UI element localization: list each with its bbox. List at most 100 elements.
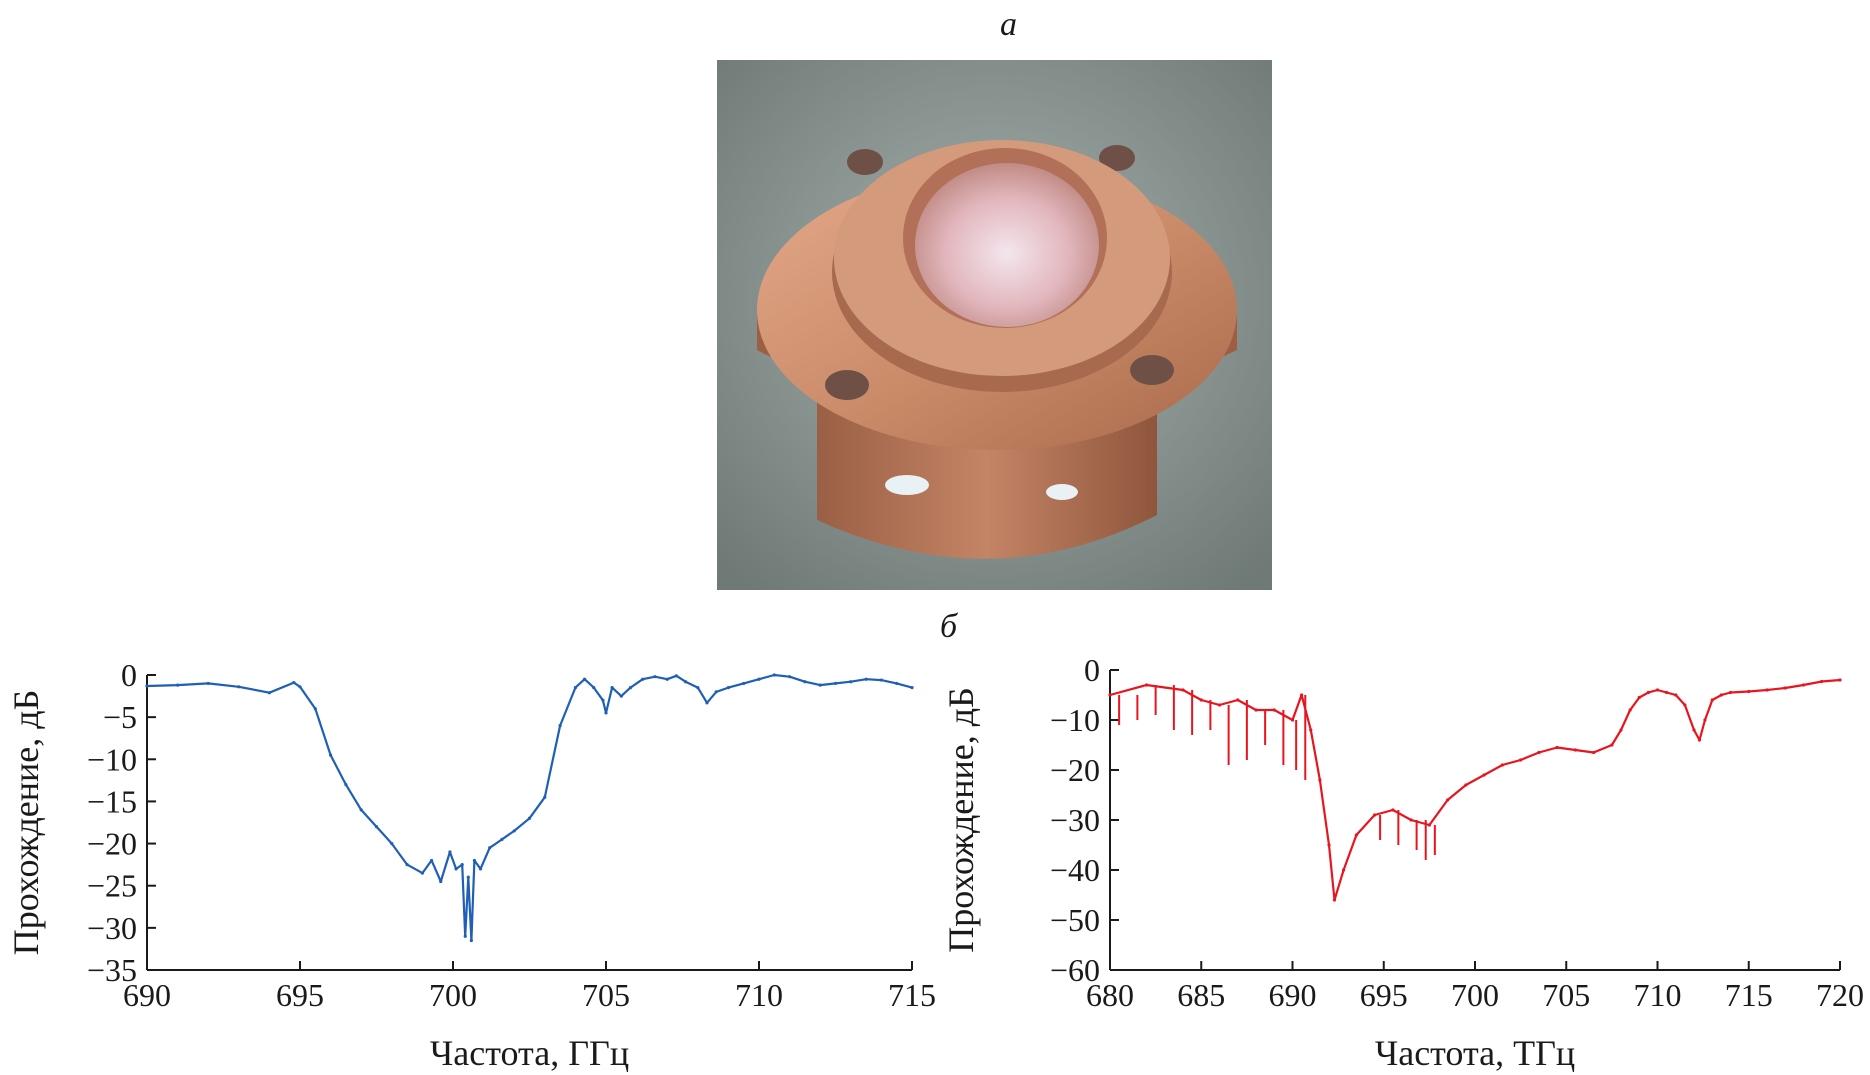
chart0-y-tick-label-3: −15 [87,783,137,819]
chart0-y-tick-label-6: −30 [87,910,137,946]
chart1-point-0-9 [1300,693,1304,697]
chart1-x-tick-label-3: 695 [1360,977,1408,1013]
chart0-point-0-57 [879,678,884,682]
chart0-point-0-19 [460,863,464,867]
chart0-point-0-30 [558,723,562,728]
chart0-point-0-54 [833,681,838,686]
chart1-point-0-47 [1801,683,1806,687]
chart0-point-0-20 [463,934,467,938]
bolt-hole-top-right [1099,145,1135,171]
chart1-y-tick-label-2: −20 [1050,752,1100,788]
lower-port-right [1046,484,1078,500]
chart1-x-tick-label-2: 690 [1269,977,1317,1013]
chart1-x-tick-label-4: 700 [1451,977,1499,1013]
chart0-point-0-6 [298,685,302,689]
chart1-point-0-3 [1199,698,1203,702]
chart1-point-0-31 [1628,708,1632,712]
chart1-point-0-36 [1674,693,1678,697]
chart0-point-0-53 [818,683,822,687]
chart1-series-line-0 [1109,678,1841,902]
chart1-point-0-33 [1646,690,1650,695]
chart0-y-tick-label-0: 0 [121,657,137,693]
chart1-point-0-25 [1537,750,1541,755]
chart0-point-0-7 [313,707,317,711]
chart0-point-0-34 [601,698,605,702]
chart0-point-0-3 [237,685,241,689]
chart0-y-tick-label-1: −5 [103,699,137,735]
chart1-point-0-13 [1332,898,1337,902]
chart0-point-0-5 [292,680,296,685]
chart0-point-0-52 [803,680,807,684]
chart1-point-0-30 [1619,728,1623,732]
chart-transmission-thz: 680 685 690 695 700 705 710 715 720 0 −10 −20 −30 −40… [935,640,1870,1075]
chart0-point-0-10 [359,808,363,812]
chart1-point-0-18 [1409,818,1413,822]
chart0-x-tick-label-0: 690 [123,977,171,1013]
chart1-point-0-44 [1747,689,1751,694]
chart0-point-0-28 [527,816,532,820]
chart1-point-0-15 [1354,833,1358,837]
chart0-y-tick-label-7: −35 [87,952,137,988]
chart1-point-0-37 [1683,703,1687,707]
chart1-point-0-34 [1655,688,1660,692]
chart0-point-0-29 [543,795,547,799]
bolt-hole-bottom-left [825,370,869,400]
chart1-point-0-41 [1710,698,1714,702]
chart1-point-0-10 [1309,728,1313,732]
chart1-point-0-6 [1254,708,1258,712]
chart1-point-0-24 [1519,758,1523,762]
chart1-y-tick-label-6: −60 [1050,952,1100,988]
copper-flange-photo [717,60,1272,590]
chart1-point-0-26 [1555,745,1559,750]
chart1-x-tick-label-6: 710 [1634,977,1682,1013]
chart1-point-0-4 [1217,703,1222,707]
chart0-point-0-43 [683,680,688,684]
chart1-point-0-32 [1637,695,1641,700]
chart0-point-0-45 [705,701,709,705]
chart1-point-0-40 [1703,718,1707,722]
chart1-point-0-28 [1592,750,1596,755]
chart1-point-0-1 [1144,683,1149,687]
chart0-point-0-33 [592,686,596,690]
chart1-y-axis-title: Прохождение, дБ [941,687,981,953]
chart1-x-tick-label-8: 720 [1816,977,1864,1013]
chart0-point-0-23 [472,858,477,863]
chart1-point-0-14 [1342,868,1346,872]
chart1-point-0-49 [1838,678,1842,682]
chart0-point-0-26 [500,837,504,841]
chart-transmission-ghz: 690 695 700 705 710 715 0 −5 −10 −15 −20 −25 −30 −35 Ч… [0,640,935,1075]
chart0-point-0-17 [448,850,452,854]
chart0-point-0-39 [641,677,645,681]
chart0-point-0-35 [604,711,608,715]
chart1-point-0-17 [1391,808,1395,812]
chart1-x-axis-title: Частота, ТГц [1375,1033,1575,1073]
chart1-point-0-20 [1446,798,1450,802]
chart1-series-0 [1108,678,1842,902]
chart0-point-0-40 [653,675,657,679]
chart1-y-tick-label-3: −30 [1050,802,1100,838]
chart0-point-0-22 [469,938,473,943]
chart0-point-0-46 [714,690,718,694]
chart0-x-tick-label-4: 710 [735,977,783,1013]
chart0-point-0-48 [742,681,746,686]
chart1-point-0-27 [1573,748,1577,752]
chart1-point-0-21 [1464,783,1468,787]
copper-flange-illustration [717,60,1272,590]
chart1-point-0-45 [1765,688,1769,692]
chart0-point-0-9 [344,782,348,787]
lower-port-left [885,475,929,495]
chart1-point-0-16 [1373,813,1377,817]
chart1-point-0-22 [1482,773,1486,777]
chart1-point-0-38 [1692,728,1696,732]
chart1-y-tick-label-5: −50 [1050,902,1100,938]
chart0-point-0-38 [628,686,633,690]
chart0-point-0-32 [582,677,587,681]
chart0-point-0-16 [439,879,443,884]
chart0-point-0-18 [454,867,458,871]
chart1-point-0-23 [1500,763,1504,767]
chart0-point-0-42 [674,674,678,678]
chart1-point-0-35 [1665,690,1669,695]
chart1-point-0-12 [1327,843,1331,847]
chart0-point-0-47 [726,686,731,690]
chart0-point-0-12 [390,841,394,846]
